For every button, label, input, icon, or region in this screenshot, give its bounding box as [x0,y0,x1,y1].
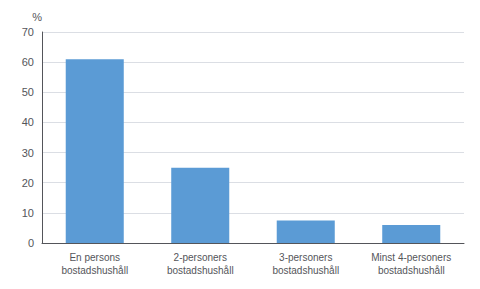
svg-text:bostadshushåll: bostadshushåll [272,265,339,276]
svg-text:10: 10 [22,207,34,219]
svg-text:En persons: En persons [69,252,120,263]
svg-text:bostadshushåll: bostadshushåll [378,265,445,276]
svg-text:bostadshushåll: bostadshushåll [167,265,234,276]
svg-text:Minst 4-personers: Minst 4-personers [371,252,451,263]
svg-text:3-personers: 3-personers [279,252,332,263]
svg-text:2-personers: 2-personers [174,252,227,263]
svg-text:70: 70 [22,26,34,38]
svg-text:30: 30 [22,147,34,159]
svg-text:60: 60 [22,56,34,68]
svg-text:20: 20 [22,177,34,189]
svg-text:0: 0 [28,237,34,249]
svg-text:40: 40 [22,116,34,128]
svg-text:bostadshushåll: bostadshushåll [61,265,128,276]
svg-text:50: 50 [22,86,34,98]
svg-text:%: % [32,11,42,23]
